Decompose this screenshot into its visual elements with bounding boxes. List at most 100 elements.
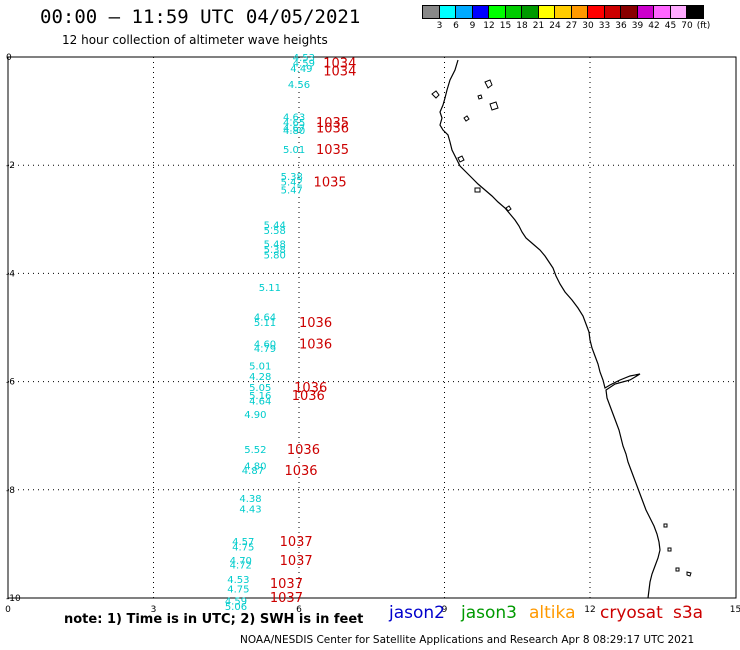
legend-swatch (686, 5, 704, 19)
wave-height-label: 4.75 (232, 543, 254, 554)
wave-height-label: 4.59 (225, 597, 247, 608)
legend-label: 70 (681, 21, 693, 31)
color-legend (422, 5, 704, 19)
x-tick-label: 3 (151, 605, 157, 615)
legend-label: 30 (582, 21, 594, 31)
wave-height-label: 4.53 (227, 575, 249, 586)
wave-height-label: 4.65 (283, 118, 305, 129)
y-tick-label: -4 (6, 269, 15, 279)
wave-height-label: 4.43 (239, 505, 261, 516)
wave-height-label: 5.80 (264, 250, 286, 261)
pressure-label: 1036 (294, 381, 327, 396)
y-tick-label: -10 (6, 594, 21, 604)
pressure-label: 1034 (323, 65, 356, 80)
legend-label: 33 (598, 21, 611, 31)
wave-height-label: 4.67 (283, 123, 305, 134)
wave-height-label: 5.42 (281, 177, 303, 188)
pressure-label: 1037 (270, 591, 303, 606)
legend-label: 12 (483, 21, 495, 31)
pressure-label: 1037 (280, 554, 313, 569)
legend-label: 18 (516, 21, 528, 31)
wave-height-label: 5.38 (281, 172, 303, 183)
wave-height-label: 5.11 (259, 283, 281, 294)
page-title: 00:00 – 11:59 UTC 04/05/2021 (40, 6, 361, 28)
wave-height-label: 4.49 (290, 64, 312, 75)
wave-height-label: 4.56 (288, 80, 310, 91)
wave-height-label: 5.44 (264, 221, 286, 232)
wave-height-label: 4.90 (244, 410, 266, 421)
legend-label: (ft) (696, 21, 711, 31)
legend-label: 6 (453, 21, 459, 31)
footer-note: note: 1) Time is in UTC; 2) SWH is in fe… (64, 612, 364, 627)
wave-height-label: 5.05 (249, 383, 271, 394)
wave-height-label: 4.64 (249, 397, 271, 408)
x-tick-label: 12 (584, 605, 595, 615)
wave-height-label: 4.64 (254, 313, 276, 324)
y-tick-label: -6 (6, 378, 15, 388)
page-subtitle: 12 hour collection of altimeter wave hei… (62, 33, 328, 47)
satellite-jason2: jason2 (389, 603, 445, 623)
pressure-label: 1035 (316, 116, 349, 131)
legend-label: 3 (436, 21, 443, 31)
wave-height-label: 5.01 (249, 361, 271, 372)
wave-height-label: 5.47 (281, 186, 303, 197)
pressure-label: 1036 (316, 121, 349, 136)
wave-height-label: 4.60 (254, 340, 276, 351)
pressure-label: 1037 (280, 535, 313, 550)
islands (431, 79, 692, 577)
wave-height-label: 4.28 (249, 372, 271, 383)
legend-label: 39 (631, 21, 644, 31)
pressure-label: 1035 (316, 143, 349, 158)
legend-label: 27 (565, 21, 578, 31)
wave-height-label: 5.48 (264, 240, 286, 251)
x-tick-label: 6 (296, 605, 302, 615)
wave-height-label: 4.57 (232, 537, 254, 548)
wave-height-label: 4.79 (254, 344, 276, 355)
legend-label: 15 (499, 21, 512, 31)
footer-credit: NOAA/NESDIS Center for Satellite Applica… (240, 634, 695, 646)
wave-height-label: 4.38 (239, 494, 261, 505)
pressure-label: 1037 (270, 577, 303, 592)
wave-height-label: 4.75 (227, 584, 249, 595)
legend-label: 42 (648, 21, 660, 31)
wave-height-label: 5.52 (244, 445, 266, 456)
pressure-label: 1036 (299, 338, 332, 353)
legend-label: 36 (615, 21, 627, 31)
wave-height-label: 5.01 (283, 145, 305, 156)
axis-ticks: 0 3 6 9 12 15 0 -2 -4 -6 -8 -10 (5, 53, 740, 615)
wave-height-label: 5.16 (249, 391, 271, 402)
satellite-s3a: s3a (673, 603, 704, 623)
wave-height-label: 4.72 (230, 560, 252, 571)
map-frame (7, 56, 737, 599)
wave-height-label: 5.38 (264, 245, 286, 256)
x-tick-label: 0 (5, 605, 11, 615)
pressure-label: 1036 (287, 443, 320, 458)
wave-height-label: 4.80 (283, 126, 305, 137)
wave-height-label: 5.06 (225, 602, 247, 613)
y-tick-label: -2 (6, 161, 15, 171)
pressure-label: 1034 (323, 56, 356, 71)
wave-height-label: 5.11 (254, 318, 276, 329)
color-legend-labels: 3 6 9 12 15 18 21 24 27 30 33 36 39 42 45 70 (ft) (422, 21, 740, 33)
legend-label: 45 (664, 21, 677, 31)
x-tick-label: 9 (442, 605, 448, 615)
satellite-cryosat: cryosat (600, 603, 663, 623)
pressure-label: 1036 (299, 316, 332, 331)
wave-height-label: 4.87 (242, 466, 264, 477)
satellite-altika: altika (529, 603, 576, 623)
wave-height-label: 4.80 (244, 461, 266, 472)
legend-label: 21 (532, 21, 545, 31)
legend-label: 24 (549, 21, 561, 31)
y-tick-label: -8 (6, 486, 15, 496)
y-tick-label: 0 (6, 53, 12, 63)
wave-height-label: 4.70 (230, 556, 252, 567)
wave-height-label: 5.58 (264, 226, 286, 237)
pressure-label: 1036 (292, 389, 325, 404)
coastline (439, 59, 661, 599)
wave-height-label: 4.63 (283, 113, 305, 124)
wave-height-label: 4.53 (293, 53, 315, 64)
x-tick-label: 15 (730, 605, 740, 615)
map-grid (8, 57, 736, 598)
